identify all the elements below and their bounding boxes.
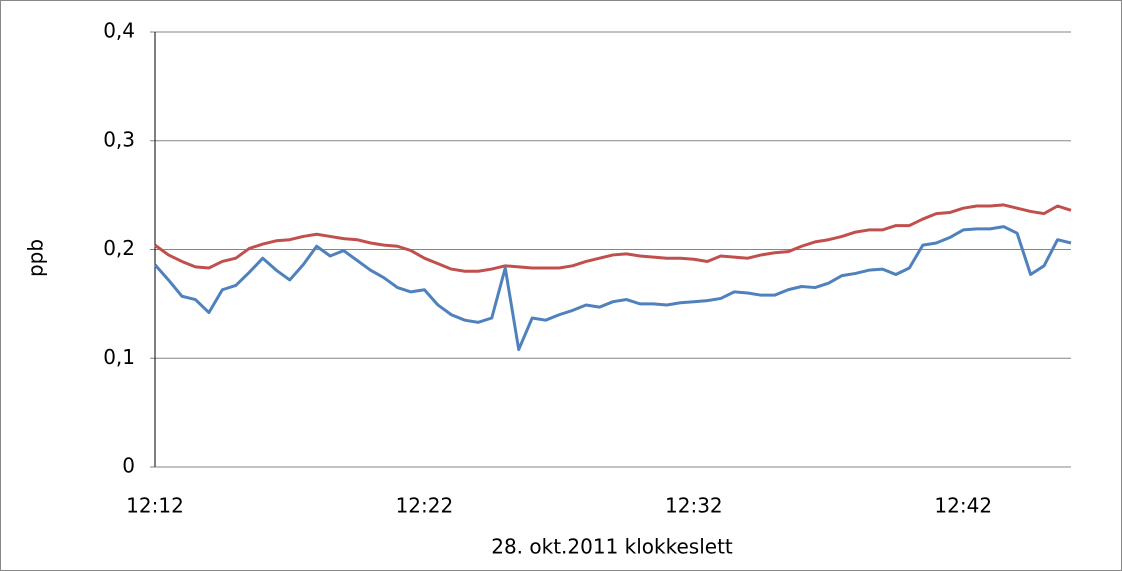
data-line [154, 203, 1072, 273]
y-tick-label: 0,1 [103, 345, 135, 369]
y-axis-label: ppb [24, 239, 48, 277]
x-tick-label: 12:42 [934, 494, 992, 518]
x-tick-label: 12:32 [665, 494, 723, 518]
y-tick-label: 0 [122, 454, 135, 478]
data-line [153, 225, 1072, 352]
x-tick-label: 12:12 [126, 494, 184, 518]
y-tick-label: 0,2 [103, 236, 135, 260]
x-axis-label: 28. okt.2011 klokkeslett [491, 535, 733, 559]
x-tick-label: 12:22 [396, 494, 454, 518]
y-tick-label: 0,4 [103, 19, 135, 43]
y-tick-label: 0,3 [103, 127, 135, 151]
